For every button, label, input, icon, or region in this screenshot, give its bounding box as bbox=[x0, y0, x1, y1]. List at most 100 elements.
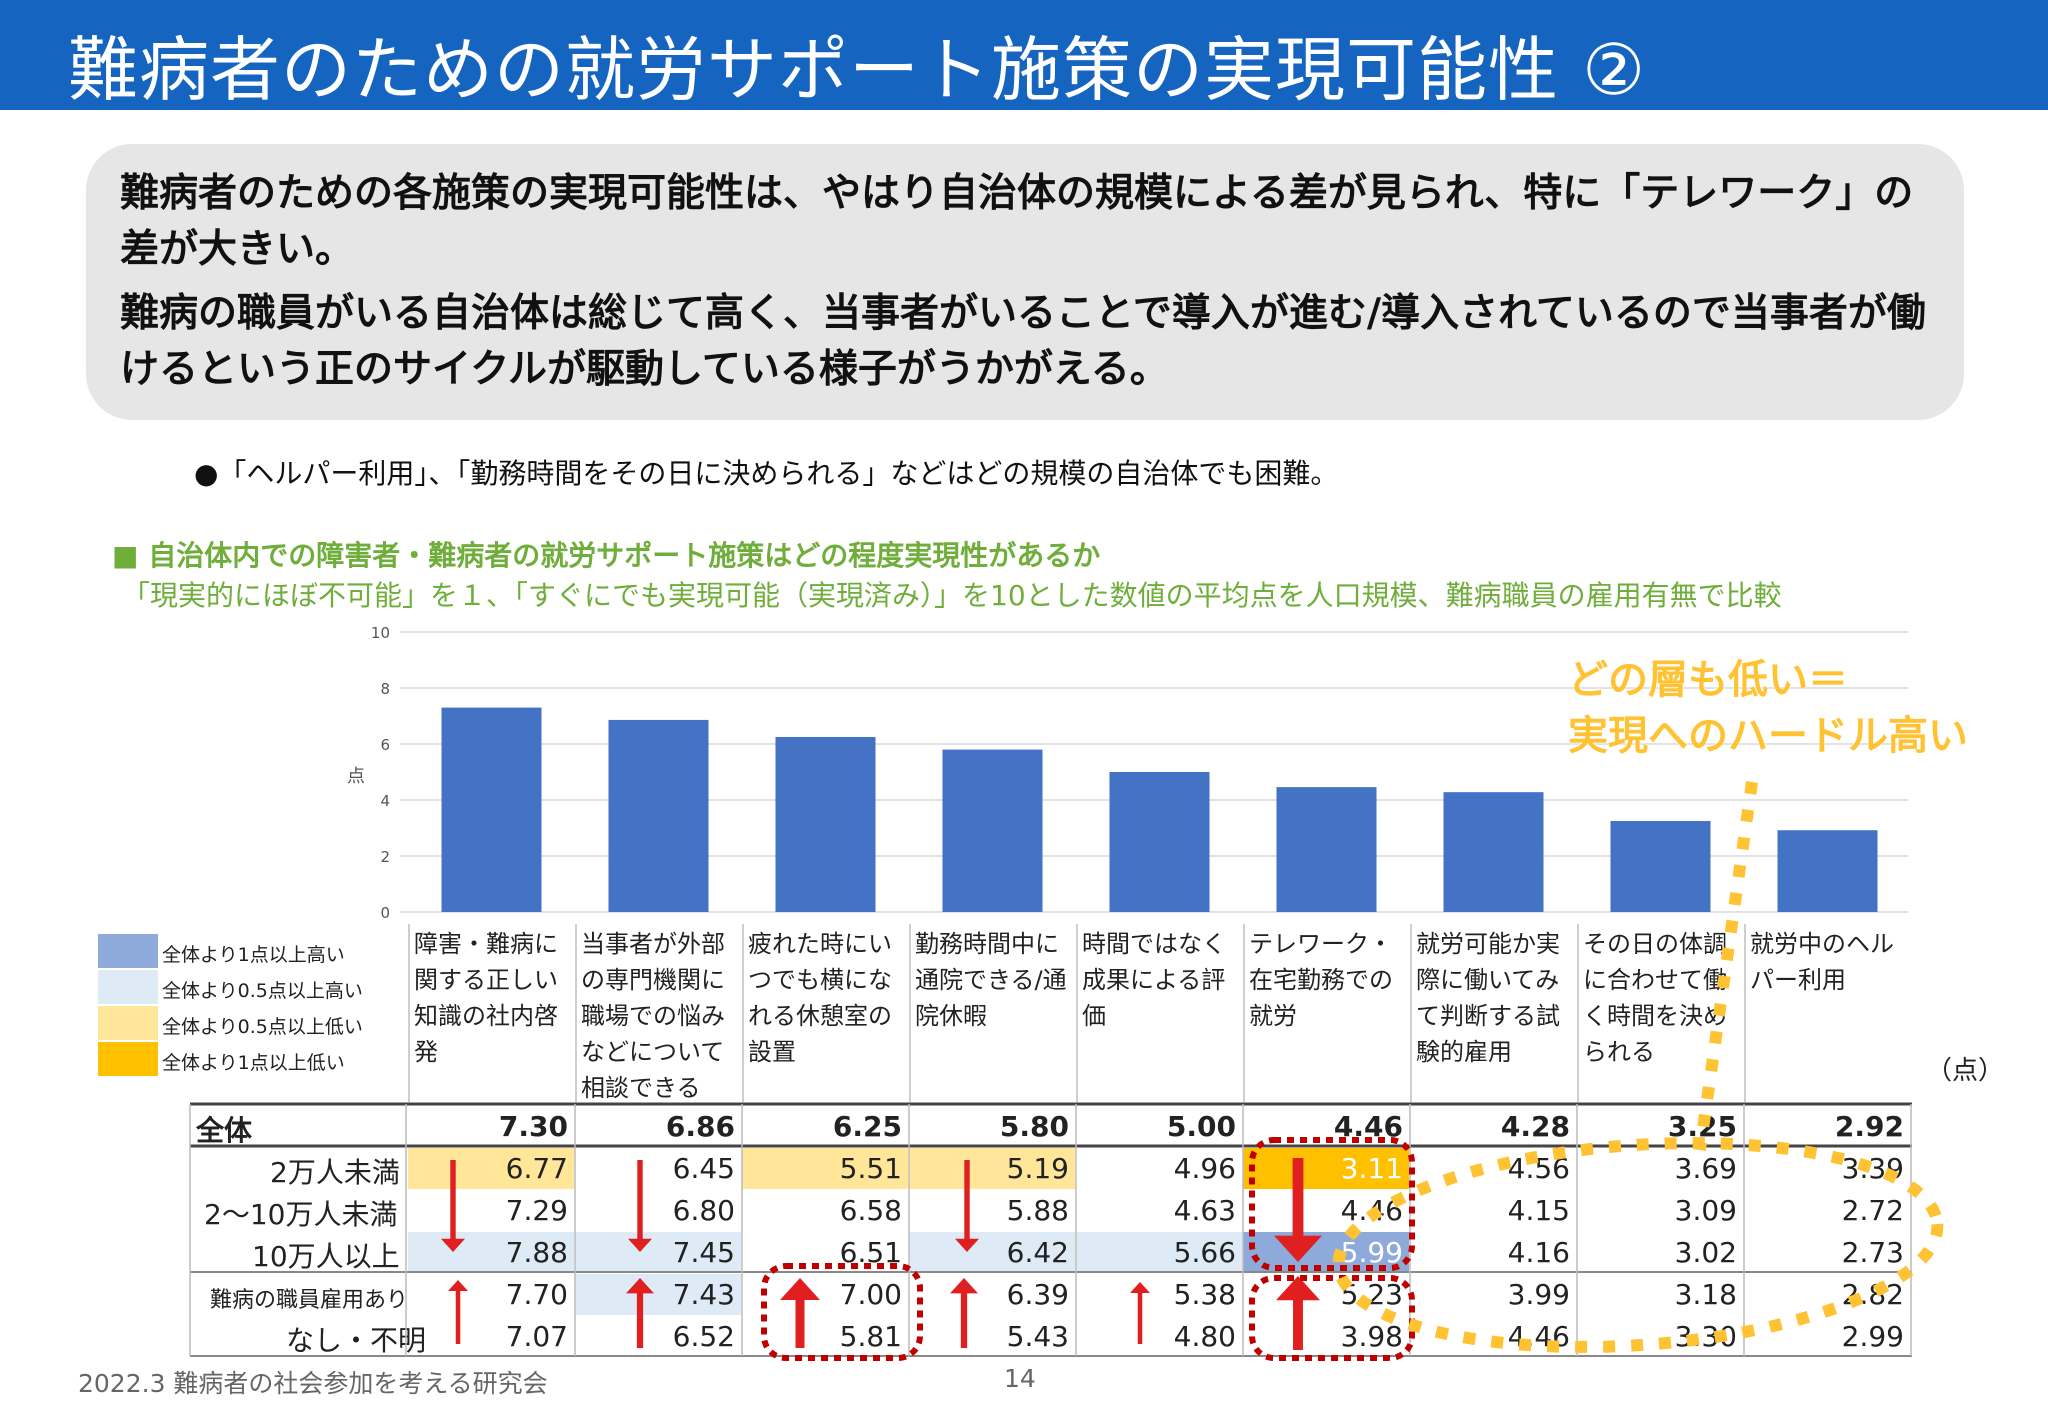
category-label: 勤務時間中に通院できる/通院休暇 bbox=[909, 924, 1076, 1102]
table-cell: 7.88 bbox=[408, 1232, 574, 1273]
table-cell: 7.29 bbox=[505, 1194, 568, 1227]
category-label: テレワーク・在宅勤務での就労 bbox=[1243, 924, 1410, 1102]
bar bbox=[1777, 830, 1878, 912]
summary-line-2: 難病の職員がいる自治体は総じて高く、当事者がいることで導入が進む/導入されている… bbox=[120, 291, 1926, 392]
table-cell: 4.28 bbox=[1500, 1110, 1570, 1143]
summary-box: 難病者のための各施策の実現可能性は、やはり自治体の規模による差が見られ、特に「テ… bbox=[86, 144, 1964, 420]
category-label: その日の体調に合わせて働く時間を決められる bbox=[1577, 924, 1744, 1102]
y-tick-label: 2 bbox=[380, 848, 390, 866]
table-cell: 5.19 bbox=[909, 1148, 1075, 1189]
table-row: 全体 7.30 6.86 6.25 5.80 5.00 4.46 4.28 3.25 2.92 bbox=[0, 1106, 2048, 1147]
table-cell: 6.42 bbox=[909, 1232, 1075, 1273]
table-cell: 5.43 bbox=[1006, 1320, 1069, 1353]
table-cell: 4.46 bbox=[1333, 1110, 1403, 1143]
table-cell: 6.52 bbox=[672, 1320, 735, 1353]
table-cell: 4.63 bbox=[1173, 1194, 1236, 1227]
row-label: 10万人以上 bbox=[252, 1240, 400, 1273]
y-tick-label: 4 bbox=[380, 792, 390, 810]
table-cell: 7.43 bbox=[575, 1274, 741, 1315]
y-tick-label: 0 bbox=[380, 904, 390, 922]
category-label: 時間ではなく成果による評価 bbox=[1076, 924, 1243, 1102]
table-cell: 4.96 bbox=[1173, 1152, 1236, 1185]
table-cell: 4.16 bbox=[1507, 1236, 1570, 1269]
legend-label: 全体より0.5点以上低い bbox=[162, 1016, 363, 1038]
table-row: 10万人以上 7.88 7.45 6.51 6.42 5.66 5.99 4.16 3.02 2.… bbox=[0, 1232, 2048, 1273]
table-cell: 3.99 bbox=[1507, 1278, 1570, 1311]
table-cell: 2.92 bbox=[1834, 1110, 1904, 1143]
legend-swatch bbox=[98, 970, 158, 1004]
legend-swatch bbox=[98, 934, 158, 968]
section-subtitle: 「現実的にほぼ不可能」を１、「すぐにでも実現可能（実現済み）」を10とした数値の… bbox=[122, 579, 1782, 612]
table-cell: 7.70 bbox=[505, 1278, 568, 1311]
table-cell: 7.07 bbox=[505, 1320, 568, 1353]
table-row: 難病の職員雇用あり 7.70 7.43 7.00 6.39 5.38 5.23 3.99 3.1… bbox=[0, 1274, 2048, 1315]
table-cell: 3.02 bbox=[1674, 1236, 1737, 1269]
table-cell: 5.38 bbox=[1173, 1278, 1236, 1311]
y-tick-label: 10 bbox=[371, 624, 390, 642]
category-label: 障害・難病に関する正しい知識の社内啓発 bbox=[408, 924, 575, 1102]
legend-label: 全体より0.5点以上高い bbox=[162, 980, 363, 1002]
table-cell: 5.81 bbox=[839, 1320, 902, 1353]
page-number: 14 bbox=[1004, 1364, 1036, 1393]
row-label: なし・不明 bbox=[286, 1324, 427, 1357]
bar bbox=[441, 707, 542, 912]
table-cell: 6.25 bbox=[832, 1110, 902, 1143]
legend-swatch bbox=[98, 1042, 158, 1076]
table-cell: 3.25 bbox=[1667, 1110, 1737, 1143]
table-cell: 5.80 bbox=[999, 1110, 1069, 1143]
table-cell: 5.51 bbox=[742, 1148, 908, 1189]
row-label: 2万人未満 bbox=[270, 1156, 400, 1189]
table-cell: 2.99 bbox=[1841, 1320, 1904, 1353]
table-cell: 3.09 bbox=[1674, 1194, 1737, 1227]
bar bbox=[1109, 772, 1210, 912]
table-cell: 5.66 bbox=[1076, 1232, 1242, 1273]
row-label: 難病の職員雇用あり bbox=[210, 1288, 409, 1313]
bar bbox=[1443, 792, 1544, 912]
category-label: 就労可能か実際に働いてみて判断する試験的雇用 bbox=[1410, 924, 1577, 1102]
table-cell: 3.11 bbox=[1243, 1148, 1409, 1189]
table-cell: 6.39 bbox=[1006, 1278, 1069, 1311]
table-cell: 6.51 bbox=[839, 1236, 902, 1269]
bar bbox=[1610, 821, 1711, 912]
y-tick-label: 8 bbox=[380, 680, 390, 698]
table-cell: 4.80 bbox=[1173, 1320, 1236, 1353]
legend-label: 全体より1点以上低い bbox=[162, 1052, 345, 1074]
bar bbox=[608, 719, 709, 912]
page-title: 難病者のための就労サポート施策の実現可能性 ② bbox=[68, 29, 1647, 111]
unit-label: （点） bbox=[1926, 1056, 2005, 1086]
callout-line-1: どの層も低い＝ bbox=[1568, 657, 1848, 703]
table-row: 2万人未満 6.77 6.45 5.51 5.19 4.96 3.11 4.56 3.69 3.3… bbox=[0, 1148, 2048, 1189]
bar bbox=[775, 737, 876, 912]
y-axis-label: 点 bbox=[347, 766, 365, 787]
table-cell: 6.58 bbox=[839, 1194, 902, 1227]
table-cell: 3.98 bbox=[1340, 1320, 1403, 1353]
table-cell: 5.00 bbox=[1166, 1110, 1236, 1143]
table-cell: 5.23 bbox=[1340, 1278, 1403, 1311]
summary-line-1: 難病者のための各施策の実現可能性は、やはり自治体の規模による差が見られ、特に「テ… bbox=[120, 171, 1914, 272]
table-cell: 7.00 bbox=[839, 1278, 902, 1311]
row-label: 全体 bbox=[196, 1114, 253, 1147]
table-cell: 7.45 bbox=[575, 1232, 741, 1273]
table-cell: 5.88 bbox=[1006, 1194, 1069, 1227]
table-cell: 6.45 bbox=[672, 1152, 735, 1185]
table-cell: 3.39 bbox=[1841, 1152, 1904, 1185]
row-label: 2～10万人未満 bbox=[204, 1198, 398, 1231]
table-cell: 6.77 bbox=[408, 1148, 574, 1189]
y-tick-label: 6 bbox=[380, 736, 390, 754]
category-label: 就労中のヘルパー利用 bbox=[1744, 924, 1911, 1102]
bullet-note: ●「ヘルパー利用」、「勤務時間をその日に決められる」などはどの規模の自治体でも困… bbox=[194, 457, 1339, 490]
category-label: 疲れた時にいつでも横になれる休憩室の設置 bbox=[742, 924, 909, 1102]
bar bbox=[1276, 787, 1377, 912]
table-cell: 2.73 bbox=[1841, 1236, 1904, 1269]
table-cell: 5.99 bbox=[1243, 1232, 1409, 1273]
table-cell: 4.46 bbox=[1340, 1194, 1403, 1227]
legend-label: 全体より1点以上高い bbox=[162, 944, 345, 966]
callout-line-2: 実現へのハードル高い bbox=[1568, 713, 1968, 759]
table-cell: 2.72 bbox=[1841, 1194, 1904, 1227]
legend-swatch bbox=[98, 1006, 158, 1040]
header-bar: 難病者のための就労サポート施策の実現可能性 ② bbox=[0, 0, 2048, 111]
table-cell: 3.69 bbox=[1674, 1152, 1737, 1185]
table-cell: 4.56 bbox=[1507, 1152, 1570, 1185]
table-cell: 2.82 bbox=[1841, 1278, 1904, 1311]
